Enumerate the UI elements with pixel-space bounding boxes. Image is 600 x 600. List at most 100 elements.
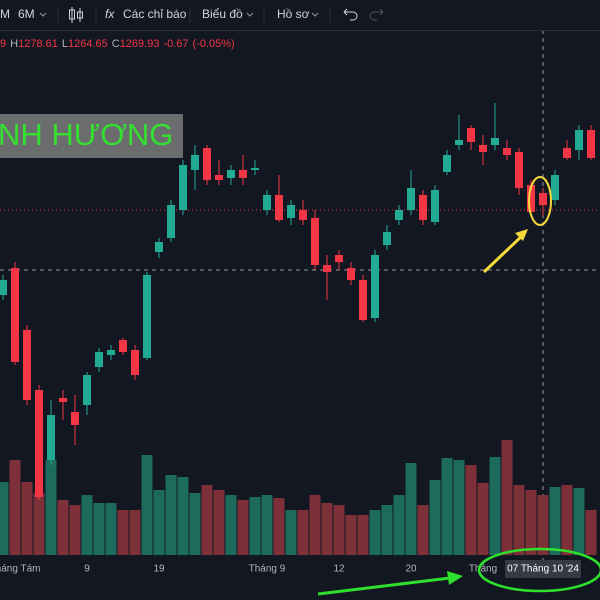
caret xyxy=(311,12,319,17)
x-tick-label: 12 xyxy=(333,564,345,575)
candle-body xyxy=(227,170,235,178)
volume-bar xyxy=(153,490,165,555)
redo-button[interactable] xyxy=(369,8,384,21)
candle-body xyxy=(203,148,211,180)
highlight-circle xyxy=(528,176,552,226)
chart-type-icon[interactable] xyxy=(69,7,83,23)
x-tick-label: 19 xyxy=(153,564,165,575)
candle-body xyxy=(263,195,271,210)
interval-tail[interactable]: M xyxy=(0,7,10,21)
volume-bar xyxy=(549,487,561,555)
crosshair-date-box xyxy=(505,560,581,578)
volume-bar xyxy=(21,482,33,555)
legend-change-pct: (-0.05%) xyxy=(193,38,235,50)
candle-body xyxy=(83,375,91,405)
candle-body xyxy=(59,398,67,402)
volume-bar xyxy=(513,485,525,555)
volume-bar xyxy=(93,503,105,555)
candle-body xyxy=(383,232,391,245)
candle-body xyxy=(35,390,43,497)
candle-body xyxy=(323,265,331,272)
indicators-icon[interactable]: fx xyxy=(105,7,115,21)
volume-bar xyxy=(405,463,417,555)
interval-button[interactable]: 6M xyxy=(18,7,35,21)
candle-body xyxy=(131,350,139,375)
candle-body xyxy=(215,175,223,180)
candle-body xyxy=(347,268,355,280)
candle-body xyxy=(95,352,103,367)
volume-bar xyxy=(525,490,537,555)
volume-bar xyxy=(189,493,201,555)
volume-bar xyxy=(165,475,177,555)
candle-body xyxy=(587,130,595,158)
volume-bar xyxy=(69,505,81,555)
candle-body xyxy=(0,280,7,295)
volume-bar xyxy=(321,503,333,555)
indicators-button[interactable]: Các chỉ báo xyxy=(123,7,187,21)
x-tick-label: Tháng xyxy=(469,564,497,575)
ohlc-legend: 9 H1278.61 L1264.65 C1269.93 -0.67 (-0.05%) xyxy=(0,38,235,50)
candle-body xyxy=(107,350,115,355)
candle-body xyxy=(443,155,451,172)
volume-bar xyxy=(369,510,381,555)
candle-body xyxy=(539,193,547,206)
candle-body xyxy=(395,210,403,220)
candle-body xyxy=(23,330,31,400)
volume-bar xyxy=(177,477,189,555)
profile-menu[interactable]: Hồ sơ xyxy=(277,7,310,21)
candle-body xyxy=(311,218,319,265)
legend-key: C xyxy=(112,38,120,50)
chart-menu[interactable]: Biểu đồ xyxy=(202,7,243,21)
volume-bar xyxy=(0,482,9,555)
volume-bar xyxy=(9,460,21,555)
legend-key: L xyxy=(62,38,68,50)
x-tick-label: 9 xyxy=(84,564,90,575)
candle-body xyxy=(11,268,19,362)
volume-bar xyxy=(501,440,513,555)
candle-body xyxy=(299,210,307,220)
volume-bar xyxy=(81,495,93,555)
candle-body xyxy=(479,145,487,152)
legend-value: 1278.61 xyxy=(18,38,58,50)
candle-body xyxy=(371,255,379,318)
volume-bar xyxy=(129,510,141,555)
candle-body xyxy=(179,165,187,210)
candle-body xyxy=(503,148,511,155)
arrow xyxy=(482,232,526,274)
candle-body xyxy=(155,242,163,252)
candle-body xyxy=(239,170,247,178)
volume-bar xyxy=(453,460,465,555)
candle-body xyxy=(119,340,127,352)
volume-bar xyxy=(237,500,249,555)
x-tick-label: Tháng Tám xyxy=(0,564,40,575)
candle-body xyxy=(563,148,571,158)
volume-bar xyxy=(381,505,393,555)
legend-value: 1269.93 xyxy=(120,38,160,50)
volume-bar xyxy=(33,493,45,555)
volume-bar xyxy=(465,465,477,555)
candle-body xyxy=(335,255,343,262)
candle-body xyxy=(167,205,175,238)
legend-value: 1264.65 xyxy=(68,38,108,50)
watermark-box xyxy=(0,114,183,158)
candle-body xyxy=(491,138,499,145)
crosshair-date: 07 Tháng 10 '24 xyxy=(507,564,579,575)
volume-bar xyxy=(57,500,69,555)
volume-bar xyxy=(45,460,57,555)
volume-bar xyxy=(201,485,213,555)
volume-bar xyxy=(333,505,345,555)
candle-body xyxy=(191,155,199,170)
arrow-head xyxy=(515,229,528,241)
volume-bar xyxy=(249,497,261,555)
undo-button[interactable] xyxy=(343,8,358,21)
volume-bar xyxy=(393,495,405,555)
volume-bar xyxy=(285,510,297,555)
candle-body xyxy=(359,280,367,320)
volume-bar xyxy=(261,495,273,555)
candle-body xyxy=(287,205,295,218)
volume-bar xyxy=(297,510,309,555)
legend-key: H xyxy=(10,38,18,50)
legend-change: -0.67 xyxy=(163,38,188,50)
plot xyxy=(0,30,600,560)
